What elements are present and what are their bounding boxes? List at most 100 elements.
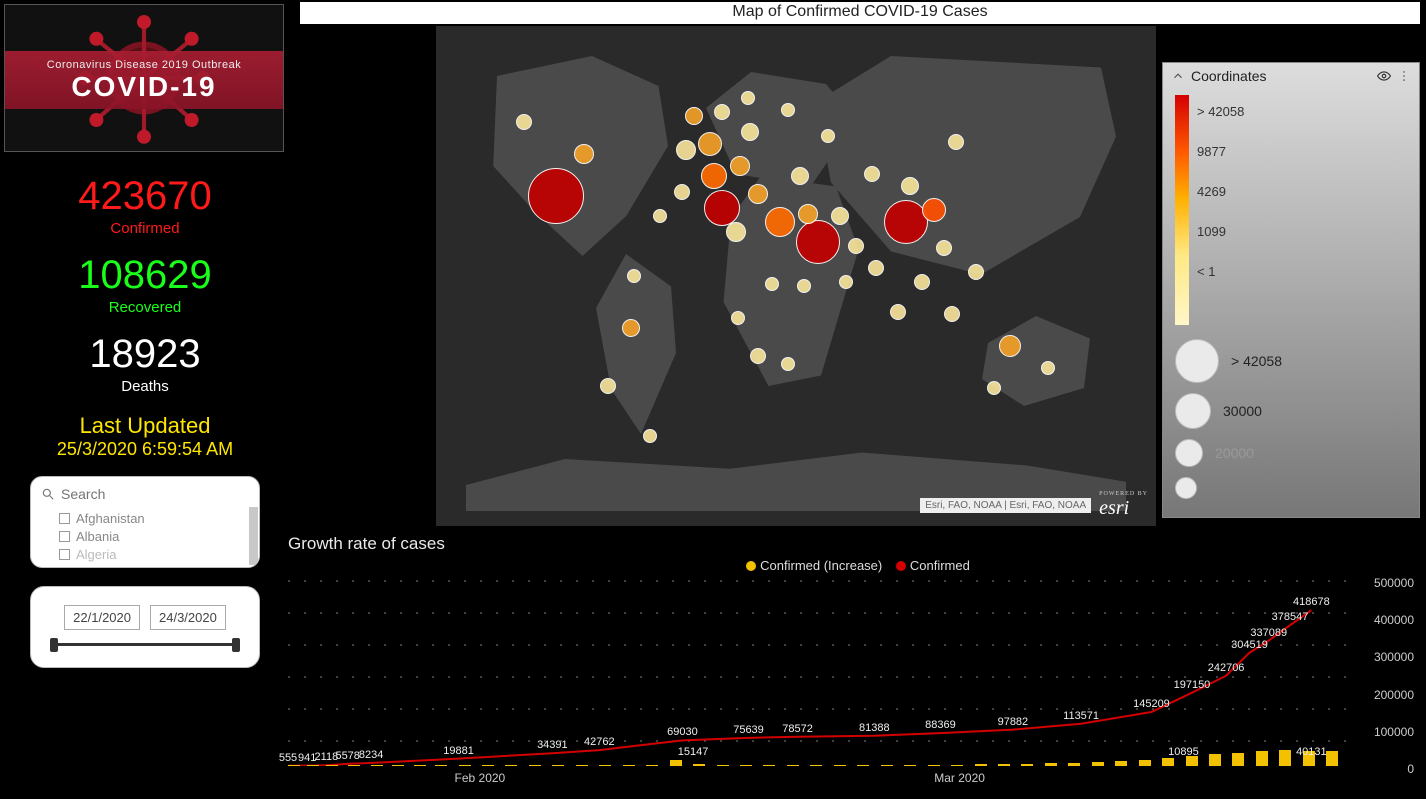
chart-bar[interactable] bbox=[1139, 760, 1151, 766]
map-bubble[interactable] bbox=[765, 207, 795, 237]
map-bubble[interactable] bbox=[726, 222, 746, 242]
list-item[interactable]: Albania bbox=[59, 527, 251, 545]
map-bubble[interactable] bbox=[798, 204, 818, 224]
map-bubble[interactable] bbox=[791, 167, 809, 185]
chart-bar[interactable] bbox=[1068, 763, 1080, 766]
chart-bar[interactable] bbox=[288, 765, 300, 766]
map-panel[interactable]: Esri, FAO, NOAA | Esri, FAO, NOAA POWERE… bbox=[436, 26, 1156, 526]
chart-bar[interactable] bbox=[1092, 762, 1104, 766]
map-bubble[interactable] bbox=[831, 207, 849, 225]
map-bubble[interactable] bbox=[765, 277, 779, 291]
chart-bar[interactable] bbox=[834, 765, 846, 766]
checkbox-icon[interactable] bbox=[59, 531, 70, 542]
map-bubble[interactable] bbox=[781, 357, 795, 371]
chart-bar[interactable] bbox=[1115, 761, 1127, 766]
map-bubble[interactable] bbox=[987, 381, 1001, 395]
chart-bar[interactable] bbox=[482, 765, 494, 766]
map-bubble[interactable] bbox=[901, 177, 919, 195]
chart-bar[interactable] bbox=[787, 765, 799, 766]
map-bubble[interactable] bbox=[698, 132, 722, 156]
map-bubble[interactable] bbox=[796, 220, 840, 264]
map-bubble[interactable] bbox=[653, 209, 667, 223]
chart-bar[interactable] bbox=[928, 765, 940, 766]
map-bubble[interactable] bbox=[622, 319, 640, 337]
map-bubble[interactable] bbox=[714, 104, 730, 120]
chart-bar[interactable] bbox=[459, 765, 471, 766]
chart-bar[interactable] bbox=[670, 760, 682, 766]
map-bubble[interactable] bbox=[936, 240, 952, 256]
chart-bar[interactable] bbox=[599, 765, 611, 766]
chevron-up-icon[interactable] bbox=[1171, 69, 1185, 83]
checkbox-icon[interactable] bbox=[59, 513, 70, 524]
list-item[interactable]: Algeria bbox=[59, 545, 251, 563]
chart-bar[interactable] bbox=[998, 764, 1010, 766]
map-bubble[interactable] bbox=[839, 275, 853, 289]
map-bubble[interactable] bbox=[674, 184, 690, 200]
chart-bar[interactable] bbox=[975, 764, 987, 766]
date-end-input[interactable]: 24/3/2020 bbox=[150, 605, 226, 630]
chart-bar[interactable] bbox=[1256, 751, 1268, 766]
map-bubble[interactable] bbox=[890, 304, 906, 320]
chart-bar[interactable] bbox=[435, 765, 447, 766]
chart-bar[interactable] bbox=[740, 765, 752, 766]
chart-bar[interactable] bbox=[371, 765, 383, 766]
more-icon[interactable] bbox=[1397, 69, 1411, 83]
chart-bar[interactable] bbox=[1279, 750, 1291, 766]
map-bubble[interactable] bbox=[864, 166, 880, 182]
map-bubble[interactable] bbox=[848, 238, 864, 254]
chart-plot-area[interactable]: 5559412118557882341988134391427626903015… bbox=[288, 580, 1354, 766]
chart-bar[interactable] bbox=[1232, 753, 1244, 766]
chart-bar[interactable] bbox=[857, 765, 869, 766]
checkbox-icon[interactable] bbox=[59, 549, 70, 560]
map-bubble[interactable] bbox=[704, 190, 740, 226]
map-bubble[interactable] bbox=[922, 198, 946, 222]
map-bubble[interactable] bbox=[748, 184, 768, 204]
map-bubble[interactable] bbox=[643, 429, 657, 443]
map-bubble[interactable] bbox=[948, 134, 964, 150]
chart-bar[interactable] bbox=[1209, 754, 1221, 766]
map-bubble[interactable] bbox=[600, 378, 616, 394]
slider-handle-end[interactable] bbox=[232, 638, 240, 652]
date-slider[interactable] bbox=[50, 638, 240, 650]
chart-bar[interactable] bbox=[810, 765, 822, 766]
chart-bar[interactable] bbox=[881, 765, 893, 766]
map-bubble[interactable] bbox=[627, 269, 641, 283]
chart-bar[interactable] bbox=[392, 765, 404, 766]
chart-bar[interactable] bbox=[1326, 751, 1338, 766]
map-bubble[interactable] bbox=[781, 103, 795, 117]
list-item[interactable]: Afghanistan bbox=[59, 509, 251, 527]
chart-bar[interactable] bbox=[951, 765, 963, 766]
map-bubble[interactable] bbox=[914, 274, 930, 290]
chart-bar[interactable] bbox=[529, 765, 541, 766]
chart-bar[interactable] bbox=[307, 765, 319, 766]
map-bubble[interactable] bbox=[750, 348, 766, 364]
slider-handle-start[interactable] bbox=[50, 638, 58, 652]
map-bubble[interactable] bbox=[868, 260, 884, 276]
chart-bar[interactable] bbox=[348, 765, 360, 766]
chart-bar[interactable] bbox=[1045, 763, 1057, 766]
map-bubble[interactable] bbox=[999, 335, 1021, 357]
map-bubble[interactable] bbox=[516, 114, 532, 130]
map-bubble[interactable] bbox=[1041, 361, 1055, 375]
map-bubble[interactable] bbox=[676, 140, 696, 160]
map-bubble[interactable] bbox=[797, 279, 811, 293]
chart-bar[interactable] bbox=[576, 765, 588, 766]
map-bubble[interactable] bbox=[741, 91, 755, 105]
map-bubble[interactable] bbox=[528, 168, 584, 224]
map-bubble[interactable] bbox=[741, 123, 759, 141]
search-input[interactable] bbox=[61, 486, 249, 502]
chart-bar[interactable] bbox=[693, 764, 705, 766]
map-bubble[interactable] bbox=[821, 129, 835, 143]
map-bubble[interactable] bbox=[685, 107, 703, 125]
chart-bar[interactable] bbox=[904, 765, 916, 766]
chart-bar[interactable] bbox=[326, 765, 338, 766]
map-bubble[interactable] bbox=[730, 156, 750, 176]
chart-bar[interactable] bbox=[717, 765, 729, 766]
map-surface[interactable] bbox=[436, 26, 1156, 526]
map-bubble[interactable] bbox=[574, 144, 594, 164]
scrollbar[interactable] bbox=[249, 507, 258, 565]
chart-bar[interactable] bbox=[414, 765, 426, 766]
map-bubble[interactable] bbox=[731, 311, 745, 325]
map-bubble[interactable] bbox=[968, 264, 984, 280]
chart-bar[interactable] bbox=[1021, 764, 1033, 766]
